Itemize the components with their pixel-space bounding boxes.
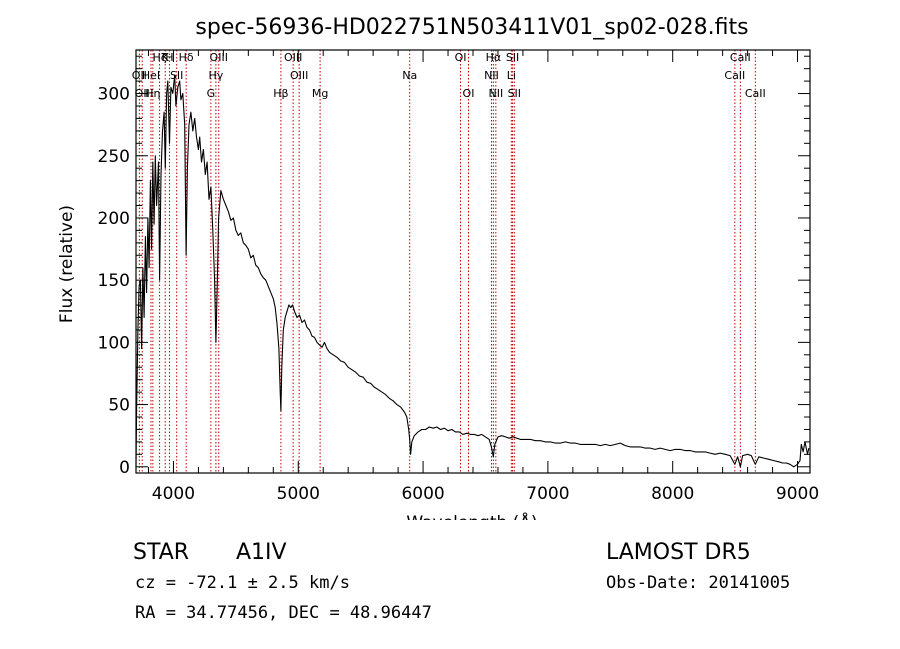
y-tick-label: 250: [98, 147, 130, 167]
line-label-oi: OI: [463, 87, 475, 100]
spectrum-series: [135, 74, 810, 468]
line-label-na: Na: [402, 69, 417, 82]
line-label-caii: CaII: [730, 51, 751, 64]
line-label-caii: CaII: [724, 69, 745, 82]
line-label-oii: OII: [132, 69, 147, 82]
x-tick-label: 9000: [776, 484, 819, 504]
x-tick-label: 5000: [277, 484, 320, 504]
line-label-sii: SII: [508, 87, 521, 100]
line-label-hei: HeI: [142, 69, 160, 82]
survey-name: LAMOST DR5: [606, 540, 751, 565]
line-label-hδ: Hδ: [179, 51, 194, 64]
spectral-subclass: A1IV: [236, 540, 287, 565]
y-tick-label: 100: [98, 333, 130, 353]
line-label-hζ: Hζ: [152, 51, 166, 64]
object-class: STAR: [133, 540, 190, 565]
x-tick-label: 8000: [651, 484, 694, 504]
line-label-hη: Hη: [145, 87, 160, 100]
line-label-hγ: Hγ: [208, 69, 223, 82]
line-label-hα: Hα: [486, 51, 502, 64]
line-label-oiii: OIII: [210, 51, 228, 64]
line-label-oiii: OIII: [290, 69, 308, 82]
y-tick-label: 0: [119, 458, 130, 478]
line-label-sii: SII: [170, 69, 183, 82]
coordinates: RA = 34.77456, DEC = 48.96447: [135, 603, 432, 623]
line-label-k: K: [162, 51, 170, 64]
line-label-hβ: Hβ: [273, 87, 288, 100]
y-tick-label: 300: [98, 85, 130, 105]
line-label-oi: OI: [455, 51, 467, 64]
x-tick-label: 6000: [401, 484, 444, 504]
spectrum-chart: spec-56936-HD022751N503411V01_sp02-028.f…: [57, 15, 819, 520]
y-tick-label: 200: [98, 209, 130, 229]
line-label-sii: SII: [506, 51, 519, 64]
redshift-velocity: cz = -72.1 ± 2.5 km/s: [135, 573, 350, 593]
line-label-nii: NII: [488, 87, 503, 100]
y-tick-label: 150: [98, 271, 130, 291]
spectral-line-labels: OIIOIIHeIHηHζKHSIIHδGHγOIIIHβOIIIOIIIMgN…: [132, 51, 766, 100]
line-label-g: G: [207, 87, 216, 100]
spectral-line-markers: [138, 50, 756, 473]
line-label-mg: Mg: [312, 87, 328, 100]
line-label-nii: NII: [484, 69, 499, 82]
line-label-li: Li: [507, 69, 516, 82]
observation-date: Obs-Date: 20141005: [606, 573, 791, 593]
y-axis-label: Flux (relative): [57, 205, 77, 323]
y-tick-label: 50: [108, 396, 130, 416]
spectrum-line-0: [135, 74, 810, 468]
line-label-h: H: [165, 51, 173, 64]
x-axis-label: Wavelength (Å): [406, 511, 537, 520]
x-tick-label: 4000: [152, 484, 195, 504]
chart-title: spec-56936-HD022751N503411V01_sp02-028.f…: [195, 15, 748, 40]
axes: 4000 5000 6000 7000 8000 9000 0 50 100 150 200 250 3…: [98, 49, 819, 504]
line-label-oii: OII: [135, 87, 150, 100]
plot-frame: [135, 49, 811, 474]
line-label-caii: CaII: [745, 87, 766, 100]
x-tick-label: 7000: [526, 484, 569, 504]
line-label-oiii: OIII: [284, 51, 302, 64]
